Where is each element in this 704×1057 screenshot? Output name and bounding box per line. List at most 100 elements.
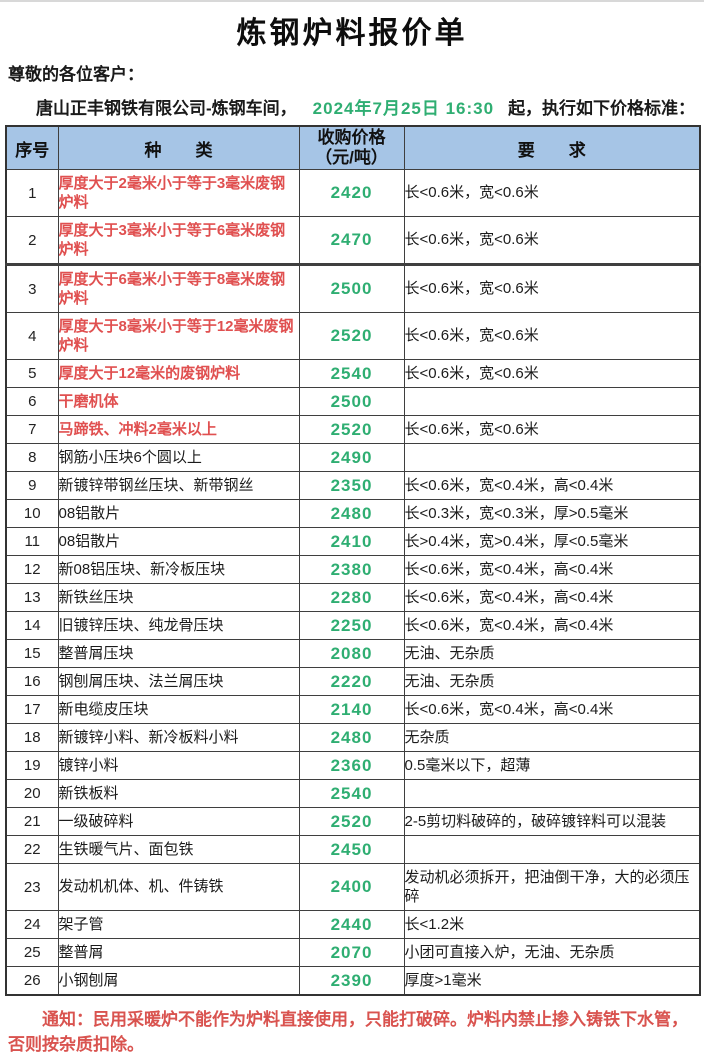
header-no: 序号 bbox=[5, 125, 59, 170]
kind-cell: 新电缆皮压块 bbox=[57, 695, 300, 724]
kind-cell: 整普屑压块 bbox=[57, 639, 300, 668]
table-row: 16 钢刨屑压块、法兰屑压块 2220 无油、无杂质 bbox=[5, 667, 701, 696]
price-cell: 2140 bbox=[298, 695, 405, 724]
row-number-cell: 26 bbox=[5, 966, 59, 996]
table-row: 26 小钢刨屑 2390 厚度>1毫米 bbox=[5, 966, 701, 996]
intro-suffix: 起，执行如下价格标准： bbox=[508, 99, 696, 118]
price-cell: 2480 bbox=[298, 499, 405, 528]
company-name: 唐山正丰钢铁有限公司-炼钢车间， bbox=[36, 99, 297, 118]
requirement-cell: 长<0.6米，宽<0.4米，高<0.4米 bbox=[403, 471, 701, 500]
row-number-cell: 23 bbox=[5, 863, 59, 911]
kind-cell: 一级破碎料 bbox=[57, 807, 300, 836]
requirement-cell: 长<0.3米，宽<0.3米，厚>0.5毫米 bbox=[403, 499, 701, 528]
row-number-cell: 22 bbox=[5, 835, 59, 864]
price-cell: 2470 bbox=[298, 216, 405, 266]
row-number-cell: 25 bbox=[5, 938, 59, 967]
price-cell: 2350 bbox=[298, 471, 405, 500]
row-number-cell: 2 bbox=[5, 216, 59, 266]
table-row: 25 整普屑 2070 小团可直接入炉，无油、无杂质 bbox=[5, 938, 701, 967]
table-row: 14 旧镀锌压块、纯龙骨压块 2250 长<0.6米，宽<0.4米，高<0.4米 bbox=[5, 611, 701, 640]
requirement-cell: 长<1.2米 bbox=[403, 910, 701, 939]
row-number-cell: 18 bbox=[5, 723, 59, 752]
requirement-cell: 厚度>1毫米 bbox=[403, 966, 701, 996]
greeting-text: 尊敬的各位客户： bbox=[8, 65, 144, 84]
row-number-cell: 11 bbox=[5, 527, 59, 556]
table-row: 18 新镀锌小料、新冷板料小料 2480 无杂质 bbox=[5, 723, 701, 752]
requirement-cell: 长<0.6米，宽<0.4米，高<0.4米 bbox=[403, 611, 701, 640]
price-cell: 2380 bbox=[298, 555, 405, 584]
requirement-cell bbox=[403, 443, 701, 472]
kind-cell: 新镀锌小料、新冷板料小料 bbox=[57, 723, 300, 752]
table-row: 9 新镀锌带钢丝压块、新带钢丝 2350 长<0.6米，宽<0.4米，高<0.4米 bbox=[5, 471, 701, 500]
requirement-cell bbox=[403, 779, 701, 808]
requirement-cell: 长<0.6米，宽<0.6米 bbox=[403, 216, 701, 266]
kind-cell: 架子管 bbox=[57, 910, 300, 939]
row-number-cell: 21 bbox=[5, 807, 59, 836]
table-row: 20 新铁板料 2540 bbox=[5, 779, 701, 808]
price-cell: 2500 bbox=[298, 387, 405, 416]
page-title: 炼钢炉料报价单 bbox=[236, 17, 468, 50]
requirement-cell bbox=[403, 387, 701, 416]
row-number-cell: 9 bbox=[5, 471, 59, 500]
table-row: 17 新电缆皮压块 2140 长<0.6米，宽<0.4米，高<0.4米 bbox=[5, 695, 701, 724]
requirement-cell: 长<0.6米，宽<0.6米 bbox=[403, 359, 701, 388]
table-row: 6 干磨机体 2500 bbox=[5, 387, 701, 416]
price-cell: 2520 bbox=[298, 415, 405, 444]
row-number-cell: 4 bbox=[5, 312, 59, 360]
price-cell: 2480 bbox=[298, 723, 405, 752]
row-number-cell: 16 bbox=[5, 667, 59, 696]
effective-datetime: 2024年7月25日 16:30 bbox=[312, 99, 495, 118]
table-row: 24 架子管 2440 长<1.2米 bbox=[5, 910, 701, 939]
row-number-cell: 12 bbox=[5, 555, 59, 584]
table-row: 23 发动机机体、机、件铸铁 2400 发动机必须拆开，把油倒干净，大的必须压碎 bbox=[5, 863, 701, 911]
requirement-cell: 长<0.6米，宽<0.4米，高<0.4米 bbox=[403, 695, 701, 724]
kind-cell: 新铁板料 bbox=[57, 779, 300, 808]
row-number-cell: 7 bbox=[5, 415, 59, 444]
row-number-cell: 17 bbox=[5, 695, 59, 724]
table-row: 8 钢筋小压块6个圆以上 2490 bbox=[5, 443, 701, 472]
kind-cell: 新铁丝压块 bbox=[57, 583, 300, 612]
table-row: 21 一级破碎料 2520 2-5剪切料破碎的，破碎镀锌料可以混装 bbox=[5, 807, 701, 836]
header-kind: 种 类 bbox=[57, 125, 300, 170]
kind-cell: 08铝散片 bbox=[57, 527, 300, 556]
intro-line: 唐山正丰钢铁有限公司-炼钢车间， 2024年7月25日 16:30 起，执行如下价格… bbox=[36, 94, 704, 119]
row-number-cell: 15 bbox=[5, 639, 59, 668]
table-header-row: 序号 种 类 收购价格 （元/吨） 要 求 bbox=[5, 125, 701, 170]
header-price-line1: 收购价格 bbox=[317, 128, 386, 148]
requirement-cell: 长>0.4米，宽>0.4米，厚<0.5毫米 bbox=[403, 527, 701, 556]
price-cell: 2280 bbox=[298, 583, 405, 612]
table-row: 12 新08铝压块、新冷板压块 2380 长<0.6米，宽<0.4米，高<0.4米 bbox=[5, 555, 701, 584]
requirement-cell bbox=[403, 835, 701, 864]
row-number-cell: 1 bbox=[5, 169, 59, 217]
requirement-cell: 长<0.6米，宽<0.6米 bbox=[403, 415, 701, 444]
table-row: 10 08铝散片 2480 长<0.3米，宽<0.3米，厚>0.5毫米 bbox=[5, 499, 701, 528]
row-number-cell: 20 bbox=[5, 779, 59, 808]
kind-cell: 厚度大于2毫米小于等于3毫米废钢炉料 bbox=[57, 169, 300, 217]
requirement-cell: 长<0.6米，宽<0.6米 bbox=[403, 312, 701, 360]
price-table: 序号 种 类 收购价格 （元/吨） 要 求 1 厚度大于2毫米小于等于3毫米废钢炉… bbox=[5, 125, 701, 996]
table-row: 2 厚度大于3毫米小于等于6毫米废钢炉料 2470 长<0.6米，宽<0.6米 bbox=[5, 216, 701, 266]
table-row: 19 镀锌小料 2360 0.5毫米以下，超薄 bbox=[5, 751, 701, 780]
price-cell: 2250 bbox=[298, 611, 405, 640]
price-cell: 2540 bbox=[298, 359, 405, 388]
requirement-cell: 长<0.6米，宽<0.4米，高<0.4米 bbox=[403, 555, 701, 584]
price-table-body: 1 厚度大于2毫米小于等于3毫米废钢炉料 2420 长<0.6米，宽<0.6米 2 厚度大… bbox=[5, 169, 701, 996]
requirement-cell: 2-5剪切料破碎的，破碎镀锌料可以混装 bbox=[403, 807, 701, 836]
kind-cell: 马蹄铁、冲料2毫米以上 bbox=[57, 415, 300, 444]
price-cell: 2500 bbox=[298, 264, 405, 313]
price-cell: 2490 bbox=[298, 443, 405, 472]
kind-cell: 干磨机体 bbox=[57, 387, 300, 416]
row-number-cell: 14 bbox=[5, 611, 59, 640]
header-price-line2: （元/吨） bbox=[315, 148, 388, 167]
price-cell: 2360 bbox=[298, 751, 405, 780]
kind-cell: 厚度大于3毫米小于等于6毫米废钢炉料 bbox=[57, 216, 300, 266]
row-number-cell: 6 bbox=[5, 387, 59, 416]
requirement-cell: 发动机必须拆开，把油倒干净，大的必须压碎 bbox=[403, 863, 701, 911]
table-row: 15 整普屑压块 2080 无油、无杂质 bbox=[5, 639, 701, 668]
kind-cell: 生铁暖气片、面包铁 bbox=[57, 835, 300, 864]
kind-cell: 08铝散片 bbox=[57, 499, 300, 528]
header-req: 要 求 bbox=[403, 125, 701, 170]
kind-cell: 旧镀锌压块、纯龙骨压块 bbox=[57, 611, 300, 640]
price-cell: 2520 bbox=[298, 807, 405, 836]
row-number-cell: 19 bbox=[5, 751, 59, 780]
